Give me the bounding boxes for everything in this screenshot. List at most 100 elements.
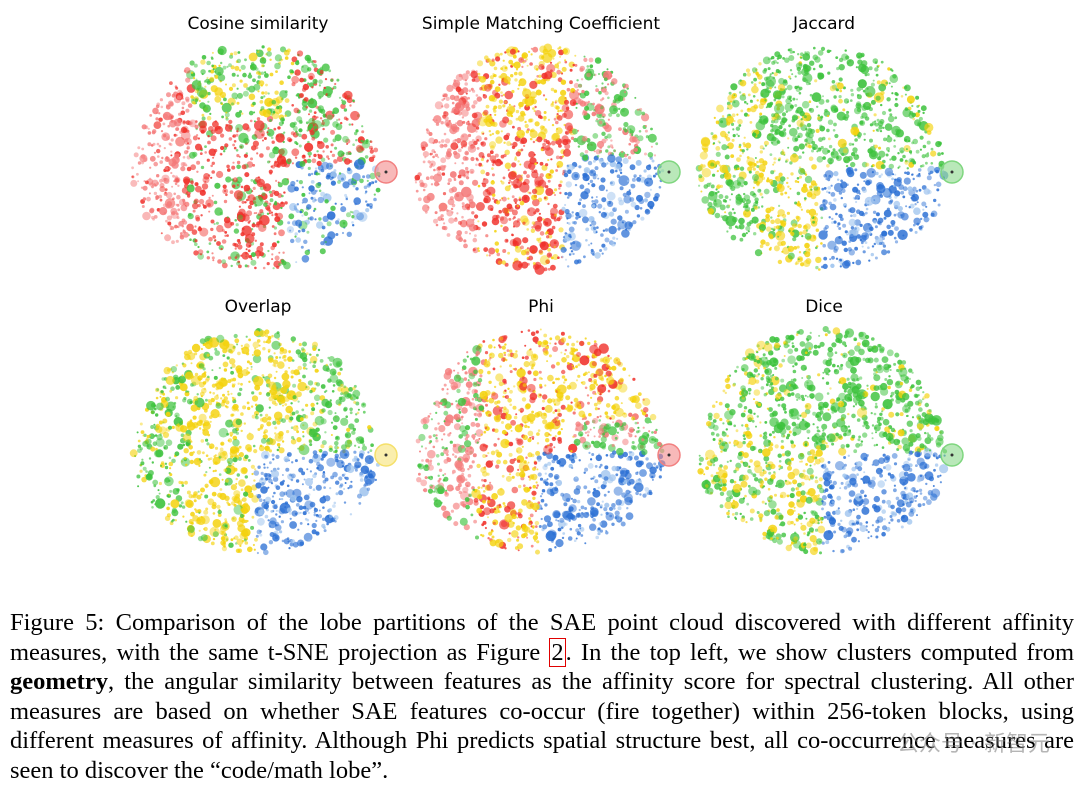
data-point	[254, 120, 265, 131]
data-point	[457, 174, 462, 179]
data-point	[839, 146, 849, 156]
data-point	[261, 192, 266, 197]
data-point	[176, 216, 180, 220]
data-point	[599, 149, 602, 152]
data-point	[198, 511, 201, 514]
data-point	[810, 183, 815, 188]
data-point	[200, 347, 203, 351]
data-point	[252, 186, 256, 190]
data-point	[230, 484, 237, 491]
data-point	[794, 137, 798, 142]
data-point	[322, 472, 326, 475]
data-point	[643, 169, 647, 173]
data-point	[344, 482, 347, 484]
data-point	[756, 181, 759, 184]
data-point	[242, 405, 247, 410]
data-point	[313, 513, 317, 517]
data-point	[470, 70, 478, 79]
data-point	[338, 172, 342, 175]
data-point	[301, 456, 305, 460]
data-point	[197, 253, 204, 260]
data-point	[494, 229, 497, 233]
data-point	[322, 127, 325, 131]
data-point	[794, 262, 798, 266]
data-point	[152, 217, 155, 221]
data-point	[465, 166, 469, 171]
data-point	[294, 235, 297, 238]
data-point	[264, 334, 269, 338]
data-point	[222, 184, 227, 189]
data-point	[495, 130, 500, 135]
data-point	[142, 434, 145, 437]
data-point	[737, 134, 740, 138]
data-point	[344, 432, 352, 439]
data-point	[571, 171, 580, 181]
data-point	[259, 100, 264, 104]
data-point	[253, 212, 256, 215]
data-point	[168, 461, 174, 467]
data-point	[769, 74, 772, 78]
data-point	[601, 131, 606, 136]
data-point	[539, 237, 542, 240]
data-point	[891, 92, 894, 95]
data-point	[585, 239, 588, 242]
data-point	[818, 75, 823, 80]
data-point	[820, 145, 824, 150]
data-point	[803, 225, 806, 228]
data-point	[491, 167, 494, 170]
data-point	[260, 198, 263, 202]
data-point	[265, 83, 268, 87]
data-point	[252, 101, 256, 106]
data-point	[276, 240, 280, 244]
data-point	[469, 232, 471, 235]
data-point	[282, 251, 285, 254]
data-point	[187, 390, 190, 393]
data-point	[241, 112, 244, 115]
data-point	[203, 408, 208, 413]
data-point	[906, 95, 915, 104]
data-point	[771, 72, 774, 75]
data-point	[630, 183, 636, 189]
data-point	[432, 141, 435, 145]
data-point	[861, 245, 864, 248]
data-point	[790, 153, 799, 163]
data-point	[634, 96, 637, 99]
data-point	[548, 173, 551, 176]
data-point	[338, 118, 341, 121]
data-point	[155, 413, 159, 417]
data-point	[263, 466, 266, 469]
data-point	[310, 60, 314, 63]
data-point	[815, 246, 818, 250]
data-point	[433, 168, 436, 172]
data-point	[552, 57, 555, 60]
data-point	[764, 217, 771, 223]
data-point	[615, 163, 621, 170]
data-point	[753, 104, 758, 109]
data-point	[262, 266, 266, 270]
data-point	[547, 158, 550, 162]
data-point	[894, 102, 899, 108]
data-point	[155, 495, 160, 500]
data-point	[297, 229, 301, 233]
data-point	[874, 225, 878, 229]
data-point	[771, 60, 776, 65]
data-point	[925, 153, 930, 158]
data-point	[470, 87, 474, 91]
data-point	[325, 363, 328, 367]
scatter-plot	[130, 45, 398, 270]
data-point	[195, 423, 198, 426]
data-point	[350, 110, 360, 121]
data-point	[353, 450, 357, 454]
data-point	[184, 201, 190, 207]
data-point	[804, 223, 811, 230]
data-point	[522, 98, 528, 105]
data-point	[456, 126, 460, 130]
data-point	[515, 68, 519, 71]
data-point	[902, 154, 906, 159]
data-point	[306, 230, 310, 234]
data-point	[860, 115, 864, 119]
data-point	[758, 158, 765, 164]
data-point	[298, 467, 304, 473]
data-point	[741, 197, 746, 203]
data-point	[507, 197, 510, 200]
